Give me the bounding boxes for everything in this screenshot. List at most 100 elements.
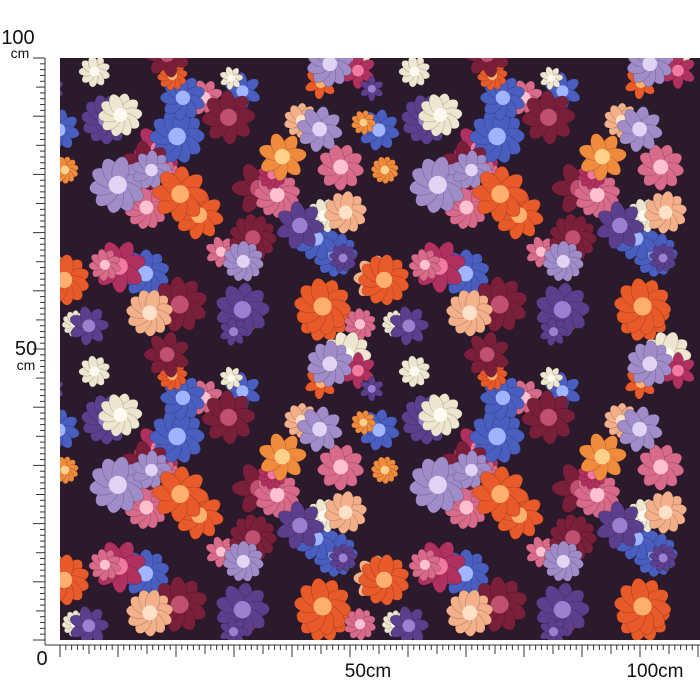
petal xyxy=(60,81,64,91)
flower-center xyxy=(359,418,368,427)
flower xyxy=(328,543,358,572)
flower-center xyxy=(312,121,327,137)
ruler xyxy=(33,57,700,657)
flower xyxy=(328,243,358,272)
flower xyxy=(222,240,264,282)
flower xyxy=(294,578,352,635)
petal xyxy=(60,87,64,97)
flower-center xyxy=(170,595,189,614)
flower xyxy=(536,582,590,637)
flower xyxy=(578,133,627,182)
flower-center xyxy=(145,463,158,477)
flower xyxy=(131,450,172,490)
flower xyxy=(360,376,384,402)
flower xyxy=(78,355,111,388)
flower-center xyxy=(428,175,447,194)
flower-center xyxy=(556,254,570,268)
flower-center xyxy=(553,301,572,319)
flower-center xyxy=(159,347,175,362)
flower xyxy=(446,589,494,637)
flower-center xyxy=(653,159,669,175)
flower-center xyxy=(82,619,96,633)
flower xyxy=(626,340,673,388)
flower-center xyxy=(233,301,252,319)
flower-center xyxy=(409,66,420,77)
flower xyxy=(131,150,172,190)
flower-center xyxy=(108,475,127,494)
flower xyxy=(614,578,672,635)
flower-center xyxy=(352,364,364,377)
flower xyxy=(60,254,90,306)
flower xyxy=(143,58,189,78)
flower xyxy=(596,201,645,250)
flower xyxy=(294,278,352,335)
flower-center xyxy=(672,64,684,77)
flower-center xyxy=(171,185,190,203)
flower-center xyxy=(236,385,249,398)
flower xyxy=(644,490,687,534)
flower xyxy=(351,410,377,436)
flower-center xyxy=(60,571,73,589)
pattern-repeat xyxy=(344,331,695,640)
flower-center xyxy=(219,108,238,126)
flower xyxy=(60,81,64,97)
flower-center xyxy=(89,366,100,377)
flower xyxy=(389,606,430,640)
flower xyxy=(418,393,463,437)
flower-center xyxy=(99,259,111,271)
pattern-repeat xyxy=(344,58,695,346)
flower xyxy=(317,444,365,491)
flower-center xyxy=(60,165,70,175)
flower xyxy=(60,381,64,397)
flower xyxy=(60,456,79,484)
ruler-unit: cm xyxy=(17,357,36,373)
flower-center xyxy=(227,74,235,82)
flower-center xyxy=(658,205,673,220)
flower xyxy=(276,201,325,250)
flower xyxy=(360,76,384,102)
flower-center xyxy=(322,58,338,72)
flower-center xyxy=(229,627,239,637)
flower-center xyxy=(354,319,366,330)
flower-center xyxy=(642,356,658,372)
flower xyxy=(463,58,509,78)
flower-center xyxy=(632,421,647,437)
flower-center xyxy=(372,423,386,437)
pattern-repeat xyxy=(60,331,375,640)
flower-center xyxy=(333,159,349,175)
flower-center xyxy=(539,108,558,126)
flower xyxy=(324,190,367,234)
flower-center xyxy=(60,123,66,137)
flower-center xyxy=(137,265,154,282)
flower xyxy=(469,409,525,464)
flower xyxy=(637,444,685,491)
flower xyxy=(351,110,377,136)
flower-center xyxy=(215,246,226,257)
petal xyxy=(463,58,488,62)
flower xyxy=(578,433,627,482)
flower-center xyxy=(419,559,431,571)
flower xyxy=(616,406,663,453)
ruler-label: 50 xyxy=(15,338,37,360)
flower xyxy=(69,606,110,640)
flower xyxy=(446,289,494,337)
petal xyxy=(60,129,64,151)
flower-center xyxy=(465,463,478,477)
flower-center xyxy=(313,297,332,316)
flower-center xyxy=(632,121,647,137)
flower xyxy=(614,278,672,335)
flower-center xyxy=(594,448,611,465)
flower xyxy=(542,540,584,582)
flower xyxy=(60,156,79,184)
flower xyxy=(370,456,399,484)
flower-center xyxy=(313,597,332,616)
flower xyxy=(152,466,209,523)
flower xyxy=(644,190,687,234)
flower xyxy=(222,540,264,582)
flower-center xyxy=(433,107,448,122)
flower-center xyxy=(354,619,366,630)
flower xyxy=(88,548,121,582)
flower-center xyxy=(380,465,390,475)
flower xyxy=(472,166,529,223)
flower-center xyxy=(227,374,235,382)
